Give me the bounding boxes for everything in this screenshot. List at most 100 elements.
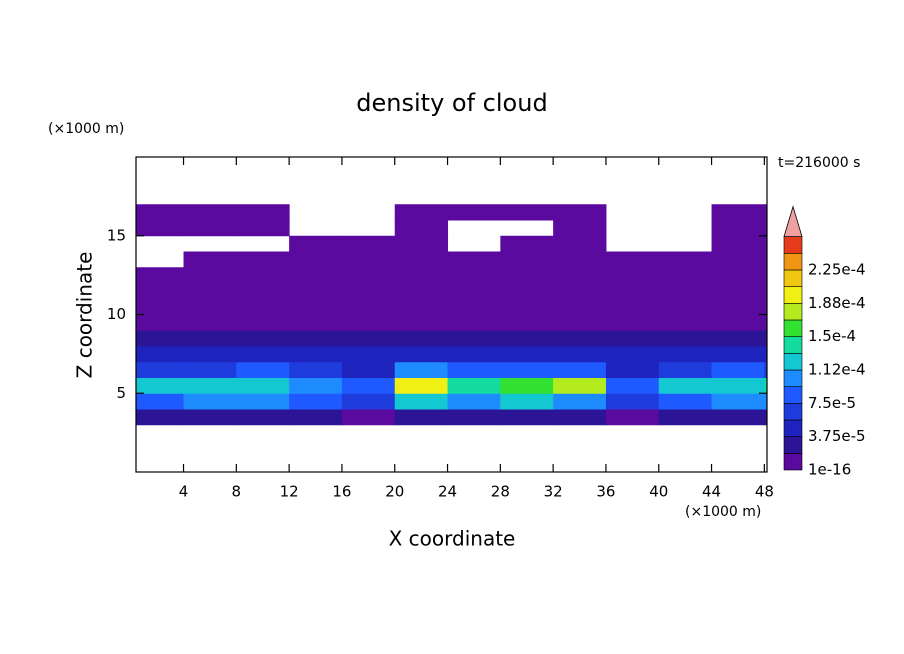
cell bbox=[341, 377, 396, 394]
x-tick-label: 48 bbox=[755, 483, 774, 501]
cell bbox=[764, 220, 767, 237]
cell bbox=[394, 393, 449, 410]
colorbar-band bbox=[783, 269, 803, 287]
cell bbox=[553, 377, 607, 394]
cell bbox=[136, 283, 185, 300]
cell bbox=[764, 361, 767, 378]
cell bbox=[394, 298, 449, 315]
cell bbox=[236, 393, 290, 410]
cell bbox=[289, 361, 343, 378]
x-tick-label: 32 bbox=[544, 483, 563, 501]
cell bbox=[394, 314, 449, 331]
colorbar-band bbox=[783, 319, 803, 337]
cell bbox=[500, 361, 554, 378]
cell bbox=[553, 220, 607, 237]
cell bbox=[764, 409, 767, 426]
cell bbox=[658, 409, 713, 426]
cell bbox=[764, 377, 767, 394]
cell bbox=[236, 377, 290, 394]
cell bbox=[236, 330, 290, 347]
cell bbox=[447, 330, 501, 347]
cell bbox=[447, 298, 501, 315]
cell bbox=[289, 251, 343, 268]
cell bbox=[136, 298, 185, 315]
cell bbox=[711, 204, 765, 221]
cell bbox=[711, 283, 765, 300]
cell bbox=[394, 235, 449, 252]
cell bbox=[136, 314, 185, 331]
cell bbox=[183, 251, 237, 268]
cell bbox=[289, 283, 343, 300]
annotation: t=216000 s bbox=[778, 155, 860, 171]
cell bbox=[183, 346, 237, 363]
cell bbox=[236, 298, 290, 315]
cell bbox=[764, 346, 767, 363]
cell bbox=[289, 346, 343, 363]
cell bbox=[500, 393, 554, 410]
cell bbox=[183, 298, 237, 315]
cell bbox=[500, 330, 554, 347]
cell bbox=[605, 330, 660, 347]
colorbar-label: 1.5e-4 bbox=[808, 327, 856, 345]
cell bbox=[658, 393, 713, 410]
cell bbox=[553, 235, 607, 252]
cell bbox=[605, 251, 660, 268]
cell bbox=[711, 361, 765, 378]
x-unit: (×1000 m) bbox=[685, 504, 761, 520]
colorbar-band bbox=[783, 436, 803, 454]
cell bbox=[605, 409, 660, 426]
colorbar-band bbox=[783, 236, 803, 254]
cell bbox=[500, 346, 554, 363]
cell bbox=[447, 251, 501, 268]
cell bbox=[711, 346, 765, 363]
cell bbox=[500, 235, 554, 252]
cell bbox=[236, 346, 290, 363]
cell bbox=[136, 220, 185, 237]
cell bbox=[236, 267, 290, 284]
y-tick-label: 5 bbox=[116, 384, 126, 402]
cell bbox=[341, 267, 396, 284]
cell bbox=[500, 314, 554, 331]
colorbar-label: 7.5e-5 bbox=[808, 394, 856, 412]
cell bbox=[236, 220, 290, 237]
x-tick-label: 44 bbox=[702, 483, 721, 501]
cell bbox=[711, 298, 765, 315]
cell bbox=[183, 220, 237, 237]
cell bbox=[394, 220, 449, 237]
cell bbox=[658, 251, 713, 268]
cell bbox=[553, 204, 607, 221]
cell bbox=[658, 298, 713, 315]
cell bbox=[183, 377, 237, 394]
cell bbox=[447, 283, 501, 300]
cell bbox=[605, 393, 660, 410]
x-tick-label: 8 bbox=[232, 483, 242, 501]
cell bbox=[553, 393, 607, 410]
cell bbox=[289, 409, 343, 426]
cell bbox=[500, 283, 554, 300]
colorbar-band bbox=[783, 403, 803, 421]
cell bbox=[447, 409, 501, 426]
cell bbox=[764, 283, 767, 300]
cell bbox=[183, 409, 237, 426]
cell bbox=[553, 361, 607, 378]
cell bbox=[764, 330, 767, 347]
cell bbox=[447, 267, 501, 284]
cell bbox=[183, 314, 237, 331]
cell bbox=[236, 204, 290, 221]
colorbar-over bbox=[783, 205, 803, 238]
y-tick-label: 15 bbox=[107, 226, 126, 244]
cell bbox=[500, 204, 554, 221]
cell bbox=[553, 251, 607, 268]
cell bbox=[711, 377, 765, 394]
cell bbox=[341, 346, 396, 363]
cell bbox=[658, 330, 713, 347]
cell bbox=[605, 267, 660, 284]
x-tick-label: 16 bbox=[332, 483, 351, 501]
cell bbox=[553, 267, 607, 284]
cell bbox=[553, 346, 607, 363]
cell bbox=[136, 330, 185, 347]
cell bbox=[764, 267, 767, 284]
cell bbox=[764, 235, 767, 252]
x-tick-label: 28 bbox=[491, 483, 510, 501]
